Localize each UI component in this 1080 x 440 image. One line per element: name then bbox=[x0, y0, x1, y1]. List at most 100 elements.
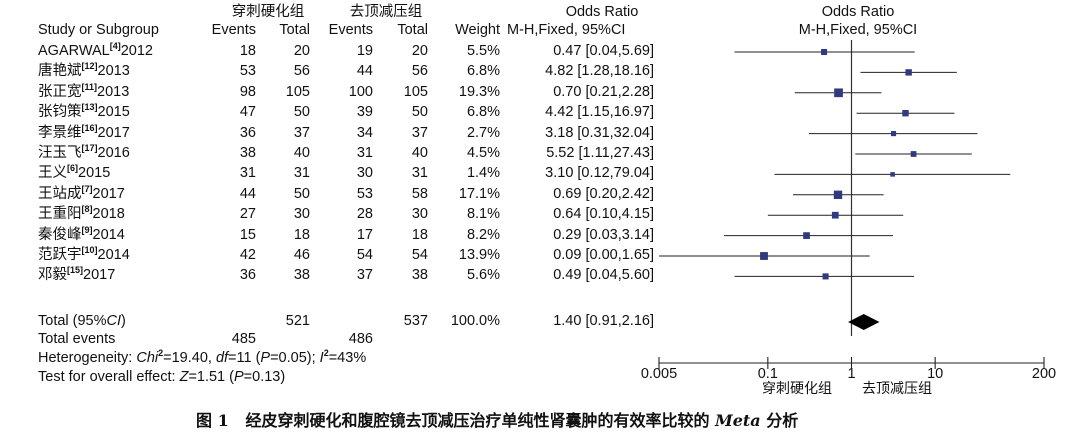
study-weight: 6.8% bbox=[466, 104, 500, 121]
overall-effect-text: Test for overall effect: Z=1.51 (P=0.13) bbox=[38, 369, 286, 385]
study-name: 王站成[7]2017 bbox=[38, 183, 125, 202]
total-exp: 50 bbox=[293, 104, 310, 121]
or-title-header: Odds Ratio bbox=[565, 4, 639, 20]
study-name: 唐艳斌[12]2013 bbox=[38, 61, 130, 80]
or-plot-method-header: M-H,Fixed, 95%CI bbox=[798, 22, 918, 38]
total-header-exp: Total bbox=[279, 22, 310, 38]
total-ctl: 31 bbox=[411, 165, 428, 182]
or-method-header: M-H,Fixed, 95%CI bbox=[507, 22, 625, 39]
or-method-text: M-H,Fixed, 95%CI bbox=[507, 22, 626, 38]
total-exp: 56 bbox=[293, 63, 310, 80]
weight-header: Weight bbox=[455, 22, 500, 38]
study-weight: 8.2% bbox=[466, 226, 500, 243]
total-n-exp: 521 bbox=[285, 313, 310, 329]
total-exp: 20 bbox=[293, 43, 310, 59]
point-estimate-square bbox=[831, 211, 839, 219]
study-ci-text: 3.18 [0.31,32.04] bbox=[545, 124, 654, 141]
events-ctl: 30 bbox=[356, 165, 373, 182]
x-tick-label: 1 bbox=[847, 366, 856, 382]
total-ctl: 105 bbox=[403, 83, 428, 100]
total-exp: 18 bbox=[293, 226, 310, 243]
x-tick-label: 200 bbox=[1031, 366, 1057, 382]
total-exp: 30 bbox=[293, 206, 310, 223]
study-weight: 5.5% bbox=[466, 43, 500, 59]
total-events-ctl: 486 bbox=[348, 331, 373, 347]
point-estimate-square bbox=[834, 88, 843, 98]
events-exp: 36 bbox=[239, 267, 256, 284]
events-exp: 15 bbox=[239, 226, 256, 243]
total-ctl: 30 bbox=[411, 206, 428, 223]
study-weight: 19.3% bbox=[458, 83, 500, 100]
events-ctl: 17 bbox=[356, 226, 373, 243]
study-ci-text: 0.47 [0.04,5.69] bbox=[553, 43, 654, 59]
total-ctl: 50 bbox=[411, 104, 428, 121]
study-ci-text: 0.69 [0.20,2.42] bbox=[553, 185, 654, 202]
events-ctl: 44 bbox=[356, 63, 373, 80]
point-estimate-square bbox=[910, 151, 917, 157]
figure-caption: 图 1 经皮穿刺硬化和腹腔镜去顶减压治疗单纯性肾囊肿的有效率比较的 Meta 分… bbox=[196, 411, 799, 430]
events-ctl: 53 bbox=[356, 185, 373, 202]
events-ctl: 37 bbox=[356, 267, 373, 284]
study-name: 秦俊峰[9]2014 bbox=[38, 224, 125, 243]
study-weight: 1.4% bbox=[466, 165, 500, 182]
study-ci-text: 4.82 [1.28,18.16] bbox=[545, 63, 654, 80]
study-name: 张钧策[13]2015 bbox=[38, 102, 130, 121]
study-ci-text: 0.09 [0.00,1.65] bbox=[553, 247, 654, 263]
study-weight: 13.9% bbox=[458, 247, 500, 263]
total-events-exp: 485 bbox=[231, 331, 256, 347]
study-ci-text: 3.10 [0.12,79.04] bbox=[545, 165, 654, 182]
events-exp: 36 bbox=[239, 124, 256, 141]
total-exp: 105 bbox=[285, 83, 310, 100]
total-ctl: 58 bbox=[411, 185, 428, 202]
total-exp: 46 bbox=[293, 247, 310, 263]
study-weight: 17.1% bbox=[458, 185, 500, 202]
total-ctl: 40 bbox=[411, 145, 428, 161]
study-name: 王义[6]2015 bbox=[38, 163, 111, 182]
total-ctl: 20 bbox=[411, 43, 428, 59]
events-ctl: 34 bbox=[356, 124, 373, 141]
events-header-exp: Events bbox=[211, 22, 256, 38]
control-group-header: 去顶减压组 bbox=[349, 4, 423, 20]
total-ctl: 37 bbox=[411, 124, 428, 141]
total-ci-text: 1.40 [0.91,2.16] bbox=[553, 313, 654, 329]
total-exp: 37 bbox=[293, 124, 310, 141]
total-weight: 100.0% bbox=[450, 313, 500, 329]
study-column-header: Study or Subgroup bbox=[38, 22, 159, 38]
point-estimate-square bbox=[760, 252, 768, 260]
study-weight: 8.1% bbox=[466, 206, 500, 223]
events-exp: 44 bbox=[239, 185, 256, 202]
study-ci-text: 4.42 [1.15,16.97] bbox=[545, 104, 654, 121]
study-name: 范跃宇[10]2014 bbox=[38, 245, 130, 263]
favours-left-label: 穿刺硬化组 bbox=[762, 380, 832, 396]
events-exp: 42 bbox=[239, 247, 256, 263]
point-estimate-square bbox=[821, 48, 828, 56]
study-name: 邓毅[15]2017 bbox=[38, 265, 116, 284]
events-ctl: 28 bbox=[356, 206, 373, 223]
study-weight: 4.5% bbox=[466, 145, 500, 161]
events-exp: 31 bbox=[239, 165, 256, 182]
events-ctl: 39 bbox=[356, 104, 373, 121]
point-estimate-square bbox=[822, 273, 829, 280]
experimental-group-header: 穿刺硬化组 bbox=[231, 4, 305, 20]
pooled-estimate-diamond bbox=[848, 314, 880, 330]
point-estimate-square bbox=[905, 69, 912, 76]
events-header-ctl: Events bbox=[328, 22, 373, 38]
total-events-label: Total events bbox=[38, 331, 116, 347]
total-ctl: 38 bbox=[411, 267, 428, 284]
study-name: 李景维[16]2017 bbox=[38, 122, 130, 141]
point-estimate-square bbox=[890, 131, 897, 137]
study-name: AGARWAL[4]2012 bbox=[38, 41, 153, 59]
total-ctl: 56 bbox=[411, 63, 428, 80]
heterogeneity-text: Heterogeneity: Chi2=19.40, df=11 (P=0.05… bbox=[38, 348, 367, 366]
x-tick-label: 0.005 bbox=[640, 366, 678, 382]
events-exp: 53 bbox=[239, 63, 256, 80]
total-exp: 40 bbox=[293, 145, 310, 161]
point-estimate-square bbox=[890, 172, 895, 177]
total-n-ctl: 537 bbox=[403, 313, 428, 329]
study-weight: 6.8% bbox=[466, 63, 500, 80]
point-estimate-square bbox=[803, 232, 810, 239]
total-header-ctl: Total bbox=[397, 22, 428, 38]
x-tick-label: 0.1 bbox=[757, 366, 778, 382]
events-ctl: 54 bbox=[356, 247, 373, 263]
